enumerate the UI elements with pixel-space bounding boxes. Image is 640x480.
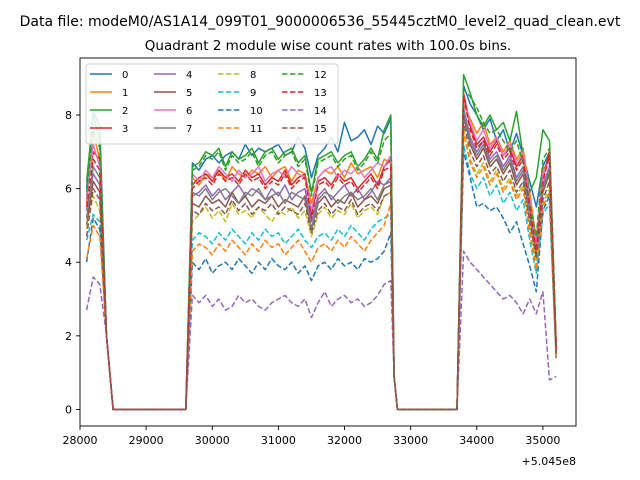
y-axis: 0 2 4 6 8 (65, 109, 80, 416)
legend-label-3: 3 (122, 124, 128, 135)
legend-label-8: 8 (250, 70, 256, 81)
plot-frame (79, 57, 577, 427)
series-line-3 (85, 92, 557, 411)
series-line-8 (85, 129, 557, 411)
plot-area (85, 73, 557, 411)
y-tick-label-2: 2 (65, 330, 72, 343)
y-tick-label-8: 8 (65, 109, 72, 122)
series-line-5 (85, 114, 557, 411)
legend-label-2: 2 (122, 106, 128, 117)
y-tick-label-0: 0 (65, 403, 72, 416)
series-line-13 (85, 95, 557, 411)
legend-label-4: 4 (186, 70, 192, 81)
x-axis: 28000 29000 30000 31000 32000 33000 34000 35000 (63, 426, 560, 447)
series-line-7 (85, 110, 557, 411)
legend-label-1: 1 (122, 88, 128, 99)
legend-label-14: 14 (314, 106, 327, 117)
series-line-11 (85, 132, 557, 411)
y-tick-label-6: 6 (65, 183, 72, 196)
legend-box (85, 63, 339, 145)
legend-label-11: 11 (250, 124, 263, 135)
series-line-12 (85, 88, 557, 411)
figure-suptitle: Data file: modeM0/AS1A14_099T01_90000065… (20, 14, 621, 30)
legend-label-15: 15 (314, 124, 327, 135)
x-tick-label-31000: 31000 (261, 434, 296, 447)
x-tick-label-30000: 30000 (195, 434, 230, 447)
legend-label-12: 12 (314, 70, 327, 81)
y-tick-label-4: 4 (65, 256, 72, 269)
series-line-14 (85, 250, 557, 411)
legend-label-9: 9 (250, 88, 256, 99)
x-tick-label-35000: 35000 (525, 434, 560, 447)
x-tick-label-29000: 29000 (129, 434, 164, 447)
x-tick-label-34000: 34000 (459, 434, 494, 447)
legend-label-5: 5 (186, 88, 192, 99)
legend-label-10: 10 (250, 106, 263, 117)
series-line-6 (85, 99, 557, 411)
x-tick-label-32000: 32000 (327, 434, 362, 447)
series-line-9 (85, 143, 557, 411)
legend-label-6: 6 (186, 106, 192, 117)
chart-title: Quadrant 2 module wise count rates with … (145, 38, 511, 54)
series-line-15 (85, 121, 557, 411)
series-line-4 (85, 106, 557, 411)
legend-label-0: 0 (122, 70, 128, 81)
x-tick-label-28000: 28000 (63, 434, 98, 447)
legend-label-7: 7 (186, 124, 192, 135)
x-offset-label: +5.045e8 (522, 455, 576, 468)
legend-label-13: 13 (314, 88, 327, 99)
x-tick-label-33000: 33000 (393, 434, 428, 447)
